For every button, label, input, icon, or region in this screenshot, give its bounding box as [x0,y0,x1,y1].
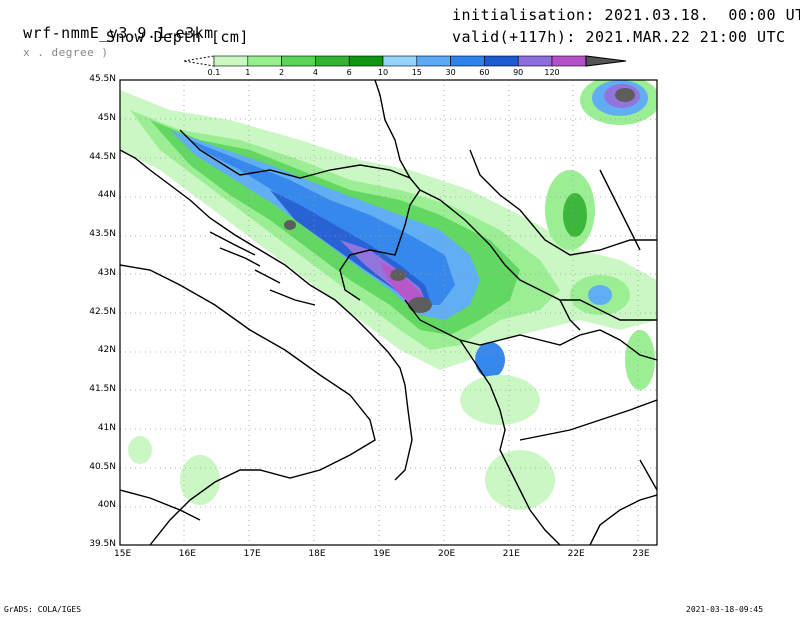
longitude-label: 16E [178,549,196,559]
colorbar-label: 4 [312,68,318,77]
colorbar-label: 2 [279,68,285,77]
footer-credit: GrADS: COLA/IGES [4,605,82,614]
footer-timestamp: 2021-03-18-09:45 [686,605,764,614]
colorbar-label: 30 [445,68,456,77]
longitude-label: 19E [373,549,391,559]
latitude-label: 43.5N [89,229,116,239]
colorbar-label: 0.1 [207,68,221,77]
latitude-label: 40N [97,500,116,511]
model-name: wrf-nmmE_v3.9.1-e3km [23,24,214,42]
colorbar-over-arrow [585,55,627,67]
latitude-label: 40.5N [89,461,116,472]
map-frame [119,79,658,546]
latitude-label: 42N [97,345,116,356]
latitude-label: 44N [97,190,116,201]
colorbar-under-arrow [183,55,215,67]
colorbar-label: 120 [544,68,560,77]
init-time: initialisation: 2021.03.18. 00:00 UTC [452,6,800,24]
colorbar-label: 90 [513,68,524,77]
latitude-label: 45N [97,112,116,123]
longitude-label: 17E [243,549,261,559]
latitude-label: 39.5N [89,539,116,549]
colorbar-boxes [213,55,587,67]
model-title: wrf-nmmE_v3.9.1-e3km x . degree ) [4,6,214,60]
variable-title: Snow Depth [cm] [106,28,249,46]
colorbar-label: 15 [411,68,422,77]
latitude-label: 44.5N [89,151,116,162]
latitude-label: 41.5N [89,384,116,394]
latitude-label: 41N [97,422,116,433]
valid-time: valid(+117h): 2021.MAR.22 21:00 UTC [452,28,786,46]
longitude-label: 18E [308,549,326,559]
grid-note: x . degree ) [23,46,109,59]
snow-depth-field [120,80,657,510]
latitude-label: 45.5N [89,74,116,84]
colorbar-label: 1 [245,68,251,77]
colorbar-label: 10 [377,68,389,77]
longitude-label: 22E [567,549,585,559]
colorbar [183,55,627,67]
longitude-label: 20E [438,549,456,559]
colorbar-label: 60 [479,68,490,77]
colorbar-label: 6 [346,68,352,77]
latitude-label: 43N [97,267,116,278]
coastlines-borders [120,80,657,545]
longitude-label: 21E [502,549,520,559]
latitude-label: 42.5N [89,306,116,317]
longitude-label: 15E [114,549,132,559]
longitude-label: 23E [632,549,650,559]
